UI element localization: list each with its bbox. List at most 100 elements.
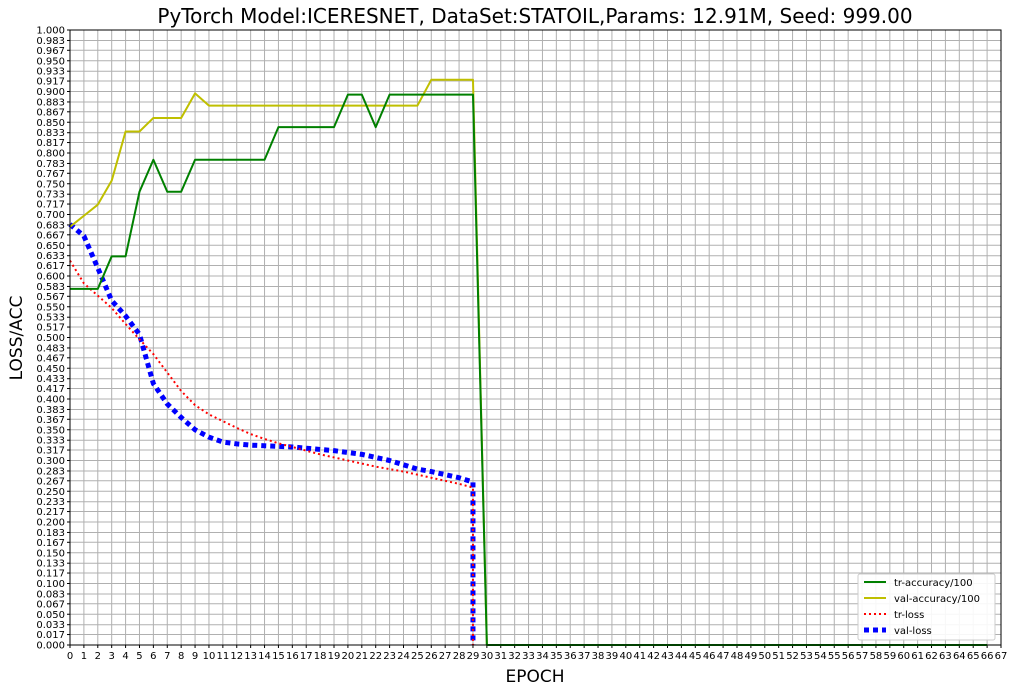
x-tick-label: 66 (981, 651, 994, 662)
series-line-tr-loss (69, 260, 474, 645)
y-tick-label: 0.833 (36, 128, 65, 139)
y-tick-label: 0.917 (36, 77, 65, 88)
y-tick-label: 0.383 (36, 405, 65, 416)
y-tick-label: 0.650 (36, 241, 65, 252)
x-tick-label: 28 (453, 651, 466, 662)
x-tick-label: 19 (328, 651, 341, 662)
x-tick-label: 57 (856, 651, 869, 662)
y-tick-label: 0.750 (36, 179, 65, 190)
x-tick-label: 15 (272, 651, 285, 662)
x-tick-label: 25 (411, 651, 424, 662)
y-tick-label: 0.633 (36, 251, 65, 262)
legend-label: val-loss (894, 626, 932, 637)
y-tick-label: 0.817 (36, 138, 65, 149)
x-tick-label: 12 (230, 651, 243, 662)
x-tick-label: 44 (675, 651, 688, 662)
x-tick-label: 56 (842, 651, 855, 662)
x-axis-label: EPOCH (505, 667, 564, 687)
y-tick-label: 0.733 (36, 190, 65, 201)
x-tick-label: 54 (814, 651, 827, 662)
x-tick-label: 11 (216, 651, 229, 662)
x-tick-label: 34 (536, 651, 549, 662)
y-tick-label: 0.967 (36, 46, 65, 57)
x-tick-label: 64 (953, 651, 966, 662)
y-tick-label: 0.567 (36, 292, 65, 303)
x-tick-label: 1 (81, 651, 87, 662)
x-tick-label: 33 (522, 651, 535, 662)
x-tick-label: 49 (745, 651, 758, 662)
y-tick-label: 0.483 (36, 343, 65, 354)
x-tick-label: 10 (203, 651, 216, 662)
x-tick-label: 36 (564, 651, 577, 662)
y-tick-label: 0.133 (36, 559, 65, 570)
y-tick-label: 1.000 (36, 26, 65, 37)
y-tick-label: 0.017 (36, 630, 65, 641)
x-tick-label: 2 (95, 651, 101, 662)
x-tick-label: 45 (689, 651, 702, 662)
y-tick-label: 0.400 (36, 395, 65, 406)
x-tick-label: 43 (661, 651, 674, 662)
y-tick-label: 0.333 (36, 436, 65, 447)
plot-border (69, 29, 1002, 646)
y-tick-label: 0.800 (36, 149, 65, 160)
y-tick-label: 0.600 (36, 272, 65, 283)
y-tick-label: 0.250 (36, 487, 65, 498)
x-tick-label: 21 (355, 651, 368, 662)
y-tick-label: 0.217 (36, 507, 65, 518)
x-tick-label: 55 (828, 651, 841, 662)
x-tick-label: 9 (192, 651, 198, 662)
y-tick-label: 0.150 (36, 548, 65, 559)
x-tick-label: 8 (178, 651, 184, 662)
y-tick-label: 0.283 (36, 466, 65, 477)
x-tick-label: 23 (383, 651, 396, 662)
x-tick-label: 17 (300, 651, 313, 662)
y-tick-label: 0.100 (36, 579, 65, 590)
y-tick-label: 0.717 (36, 200, 65, 211)
y-tick-label: 0.083 (36, 589, 65, 600)
x-tick-label: 38 (592, 651, 605, 662)
x-tick-label: 46 (703, 651, 716, 662)
y-tick-label: 0.183 (36, 528, 65, 539)
x-tick-label: 51 (772, 651, 785, 662)
x-tick-label: 26 (425, 651, 438, 662)
x-tick-label: 7 (164, 651, 170, 662)
x-tick-label: 47 (717, 651, 730, 662)
y-tick-label: 0.117 (36, 569, 65, 580)
y-tick-label: 0.900 (36, 87, 65, 98)
y-tick-label: 0.583 (36, 282, 65, 293)
legend-frame (857, 573, 996, 641)
x-tick-label: 22 (369, 651, 382, 662)
legend-items: tr-accuracy/100 val-accuracy/100 tr-loss va… (864, 578, 980, 637)
x-tick-label: 59 (883, 651, 896, 662)
y-tick-label: 0.067 (36, 599, 65, 610)
y-tick-label: 0.050 (36, 610, 65, 621)
y-tick-label: 0.300 (36, 456, 65, 467)
x-tick-label: 18 (314, 651, 327, 662)
x-tick-label: 65 (967, 651, 980, 662)
y-tick-label: 0.783 (36, 159, 65, 170)
y-tick-label: 0.000 (36, 641, 65, 652)
y-tick-label: 0.683 (36, 220, 65, 231)
x-tick-label: 39 (606, 651, 619, 662)
y-tick-label: 0.367 (36, 415, 65, 426)
y-tick-label: 0.433 (36, 374, 65, 385)
y-tick-label: 0.350 (36, 425, 65, 436)
x-tick-label: 67 (995, 651, 1008, 662)
y-tick-label: 0.233 (36, 497, 65, 508)
x-tick-label: 4 (122, 651, 128, 662)
x-tick-label: 61 (911, 651, 924, 662)
x-tick-label: 42 (647, 651, 660, 662)
y-tick-label: 0.950 (36, 56, 65, 67)
y-tick-label: 0.850 (36, 118, 65, 129)
x-tick-label: 53 (800, 651, 813, 662)
y-tick-label: 0.267 (36, 476, 65, 487)
x-tick-label: 14 (258, 651, 271, 662)
x-tick-label: 35 (550, 651, 563, 662)
x-tick-label: 48 (731, 651, 744, 662)
x-tick-label: 30 (480, 651, 493, 662)
x-tick-label: 60 (897, 651, 910, 662)
x-tick-label: 58 (870, 651, 883, 662)
y-tick-label: 0.933 (36, 67, 65, 78)
